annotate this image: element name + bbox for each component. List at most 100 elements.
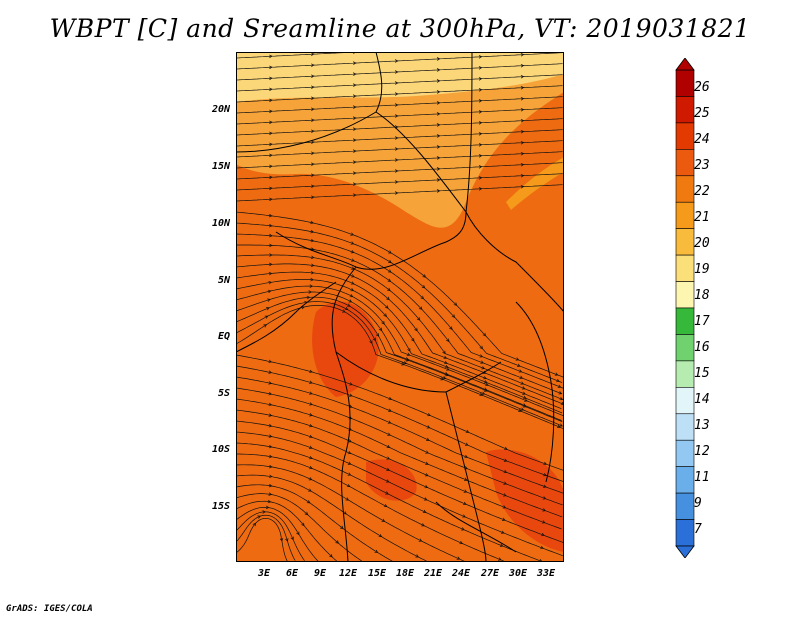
streamline-arrow [388, 250, 392, 254]
streamline-arrow [352, 127, 357, 131]
streamline-arrow [335, 540, 340, 544]
colorbar-cell [675, 519, 695, 547]
streamline-arrow [269, 253, 273, 257]
streamline [236, 222, 563, 383]
streamline-arrow [387, 432, 391, 436]
streamline-arrow [485, 382, 489, 387]
lon-label-30e: 30E [508, 568, 528, 579]
streamline-arrow [309, 391, 313, 395]
streamline-arrow [349, 382, 353, 386]
streamline-arrow [388, 408, 392, 412]
streamline-arrow [394, 59, 399, 63]
streamline-arrow [340, 525, 344, 530]
streamline-arrow [378, 534, 383, 538]
colorbar-cell [675, 254, 695, 282]
streamline-arrow [310, 271, 315, 275]
streamline-arrow [268, 392, 273, 396]
streamline-arrow [269, 142, 273, 147]
colorbar-cell [675, 228, 695, 256]
streamline-arrow [499, 543, 504, 547]
streamline-arrow [267, 499, 272, 504]
streamline-arrow [352, 171, 357, 175]
streamline-arrow [296, 531, 300, 536]
colorbar-cell [675, 360, 695, 388]
streamline-arrow [518, 369, 523, 373]
streamline-arrow [388, 259, 392, 264]
streamline-arrow [483, 376, 488, 380]
streamline-arrow [426, 425, 431, 429]
streamline-arrow [481, 391, 486, 395]
streamline-arrow [543, 461, 548, 466]
streamline-arrow [378, 327, 383, 332]
streamline-arrow [350, 281, 355, 285]
streamline-arrow [559, 396, 564, 401]
lat-label-20n: 20N [211, 104, 230, 115]
streamline-arrow [269, 109, 273, 114]
grads-credit: GrADS: IGES/COLA [6, 604, 93, 614]
streamline-arrow [478, 143, 483, 147]
streamline-arrow [290, 536, 294, 541]
streamline-arrow [268, 402, 273, 407]
streamline-arrow [308, 477, 313, 481]
streamline [236, 162, 563, 180]
colorbar-cell [675, 439, 695, 467]
streamline [236, 431, 563, 557]
streamline-arrow [268, 381, 273, 385]
streamline-arrow [252, 522, 257, 527]
streamline-arrow [478, 132, 483, 136]
streamline-arrow [346, 484, 351, 488]
colorbar-label-14: 14 [694, 392, 710, 407]
streamline-arrow [478, 55, 483, 59]
streamline-arrow [329, 553, 333, 558]
streamline-arrow [422, 509, 427, 513]
lat-label-10n: 10N [211, 218, 230, 229]
colorbar-cells [675, 69, 695, 547]
streamline-arrow [478, 77, 483, 81]
streamline-arrow [520, 85, 525, 90]
streamline-arrow [515, 357, 520, 361]
streamline-arrow [456, 556, 461, 560]
streamline-arrow [311, 173, 315, 177]
streamline-arrow [540, 545, 544, 550]
lon-label-12e: 12E [338, 568, 358, 579]
streamline-arrow [268, 434, 273, 438]
streamline [236, 464, 466, 562]
streamline-arrow [345, 497, 350, 501]
streamline [236, 420, 564, 544]
streamline-arrow [542, 508, 546, 512]
streamline [236, 511, 305, 561]
streamline-arrow [309, 455, 313, 460]
colorbar-label-25: 25 [694, 106, 710, 121]
streamline-arrow [403, 361, 408, 365]
streamline-arrow [541, 532, 545, 537]
streamline [236, 129, 563, 147]
streamline-arrow [352, 105, 357, 109]
lat-label-5s: 5S [217, 388, 230, 399]
streamline-arrow [479, 392, 483, 396]
streamline [236, 409, 562, 530]
streamline [236, 453, 504, 562]
streamline-arrow [427, 412, 431, 417]
streamline [236, 96, 563, 114]
streamline-arrow [372, 337, 376, 342]
colorbar-cell [675, 149, 695, 177]
map-frame [236, 52, 564, 562]
streamline-arrow [269, 131, 273, 136]
streamline [236, 244, 562, 395]
streamline-arrow [387, 269, 392, 273]
streamline-arrow [421, 284, 426, 289]
streamline-arrow [310, 263, 315, 268]
streamline-arrow [347, 450, 352, 455]
streamline-arrow [446, 338, 450, 343]
streamline-arrow [311, 74, 315, 78]
colorbar-label-18: 18 [694, 288, 710, 303]
streamline-arrow [266, 307, 270, 311]
streamline-arrow [388, 396, 393, 401]
streamline-arrow [444, 364, 449, 369]
streamline-arrow [387, 420, 392, 424]
colorbar-label-16: 16 [694, 340, 710, 355]
streamline [236, 140, 563, 158]
streamline-arrow [418, 306, 423, 310]
streamline-arrow [311, 140, 315, 144]
streamline-arrow [267, 289, 272, 294]
